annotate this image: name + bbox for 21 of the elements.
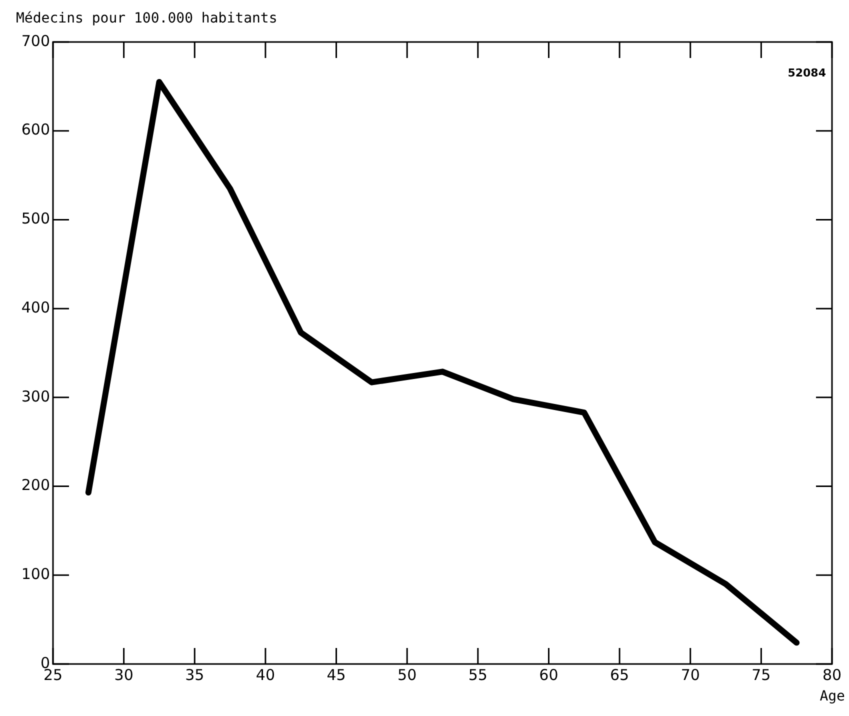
x-axis-title: Age <box>820 688 845 705</box>
x-tick-label: 35 <box>185 666 204 684</box>
x-tick-label: 60 <box>539 666 558 684</box>
x-tick-label: 45 <box>326 666 346 684</box>
y-tick-label: 500 <box>21 210 50 228</box>
y-tick-label: 700 <box>21 32 50 50</box>
y-tick-label: 200 <box>21 476 50 494</box>
x-tick-label: 50 <box>398 666 417 684</box>
y-tick-label: 300 <box>21 387 50 406</box>
x-tick-label: 55 <box>468 666 488 684</box>
x-tick-label: 30 <box>114 666 134 684</box>
x-tick-label: 80 <box>822 666 842 684</box>
x-tick-label: 75 <box>752 666 771 684</box>
x-tick-label: 40 <box>256 666 275 684</box>
y-tick-label: 100 <box>21 565 50 584</box>
y-tick-label: 400 <box>21 298 50 316</box>
y-axis-title: Médecins pour 100.000 habitants <box>16 10 278 27</box>
x-tick-label: 65 <box>610 666 630 684</box>
annotation: 52084 <box>788 66 826 80</box>
x-tick-label: 70 <box>680 666 700 684</box>
y-tick-label: 600 <box>21 120 50 139</box>
